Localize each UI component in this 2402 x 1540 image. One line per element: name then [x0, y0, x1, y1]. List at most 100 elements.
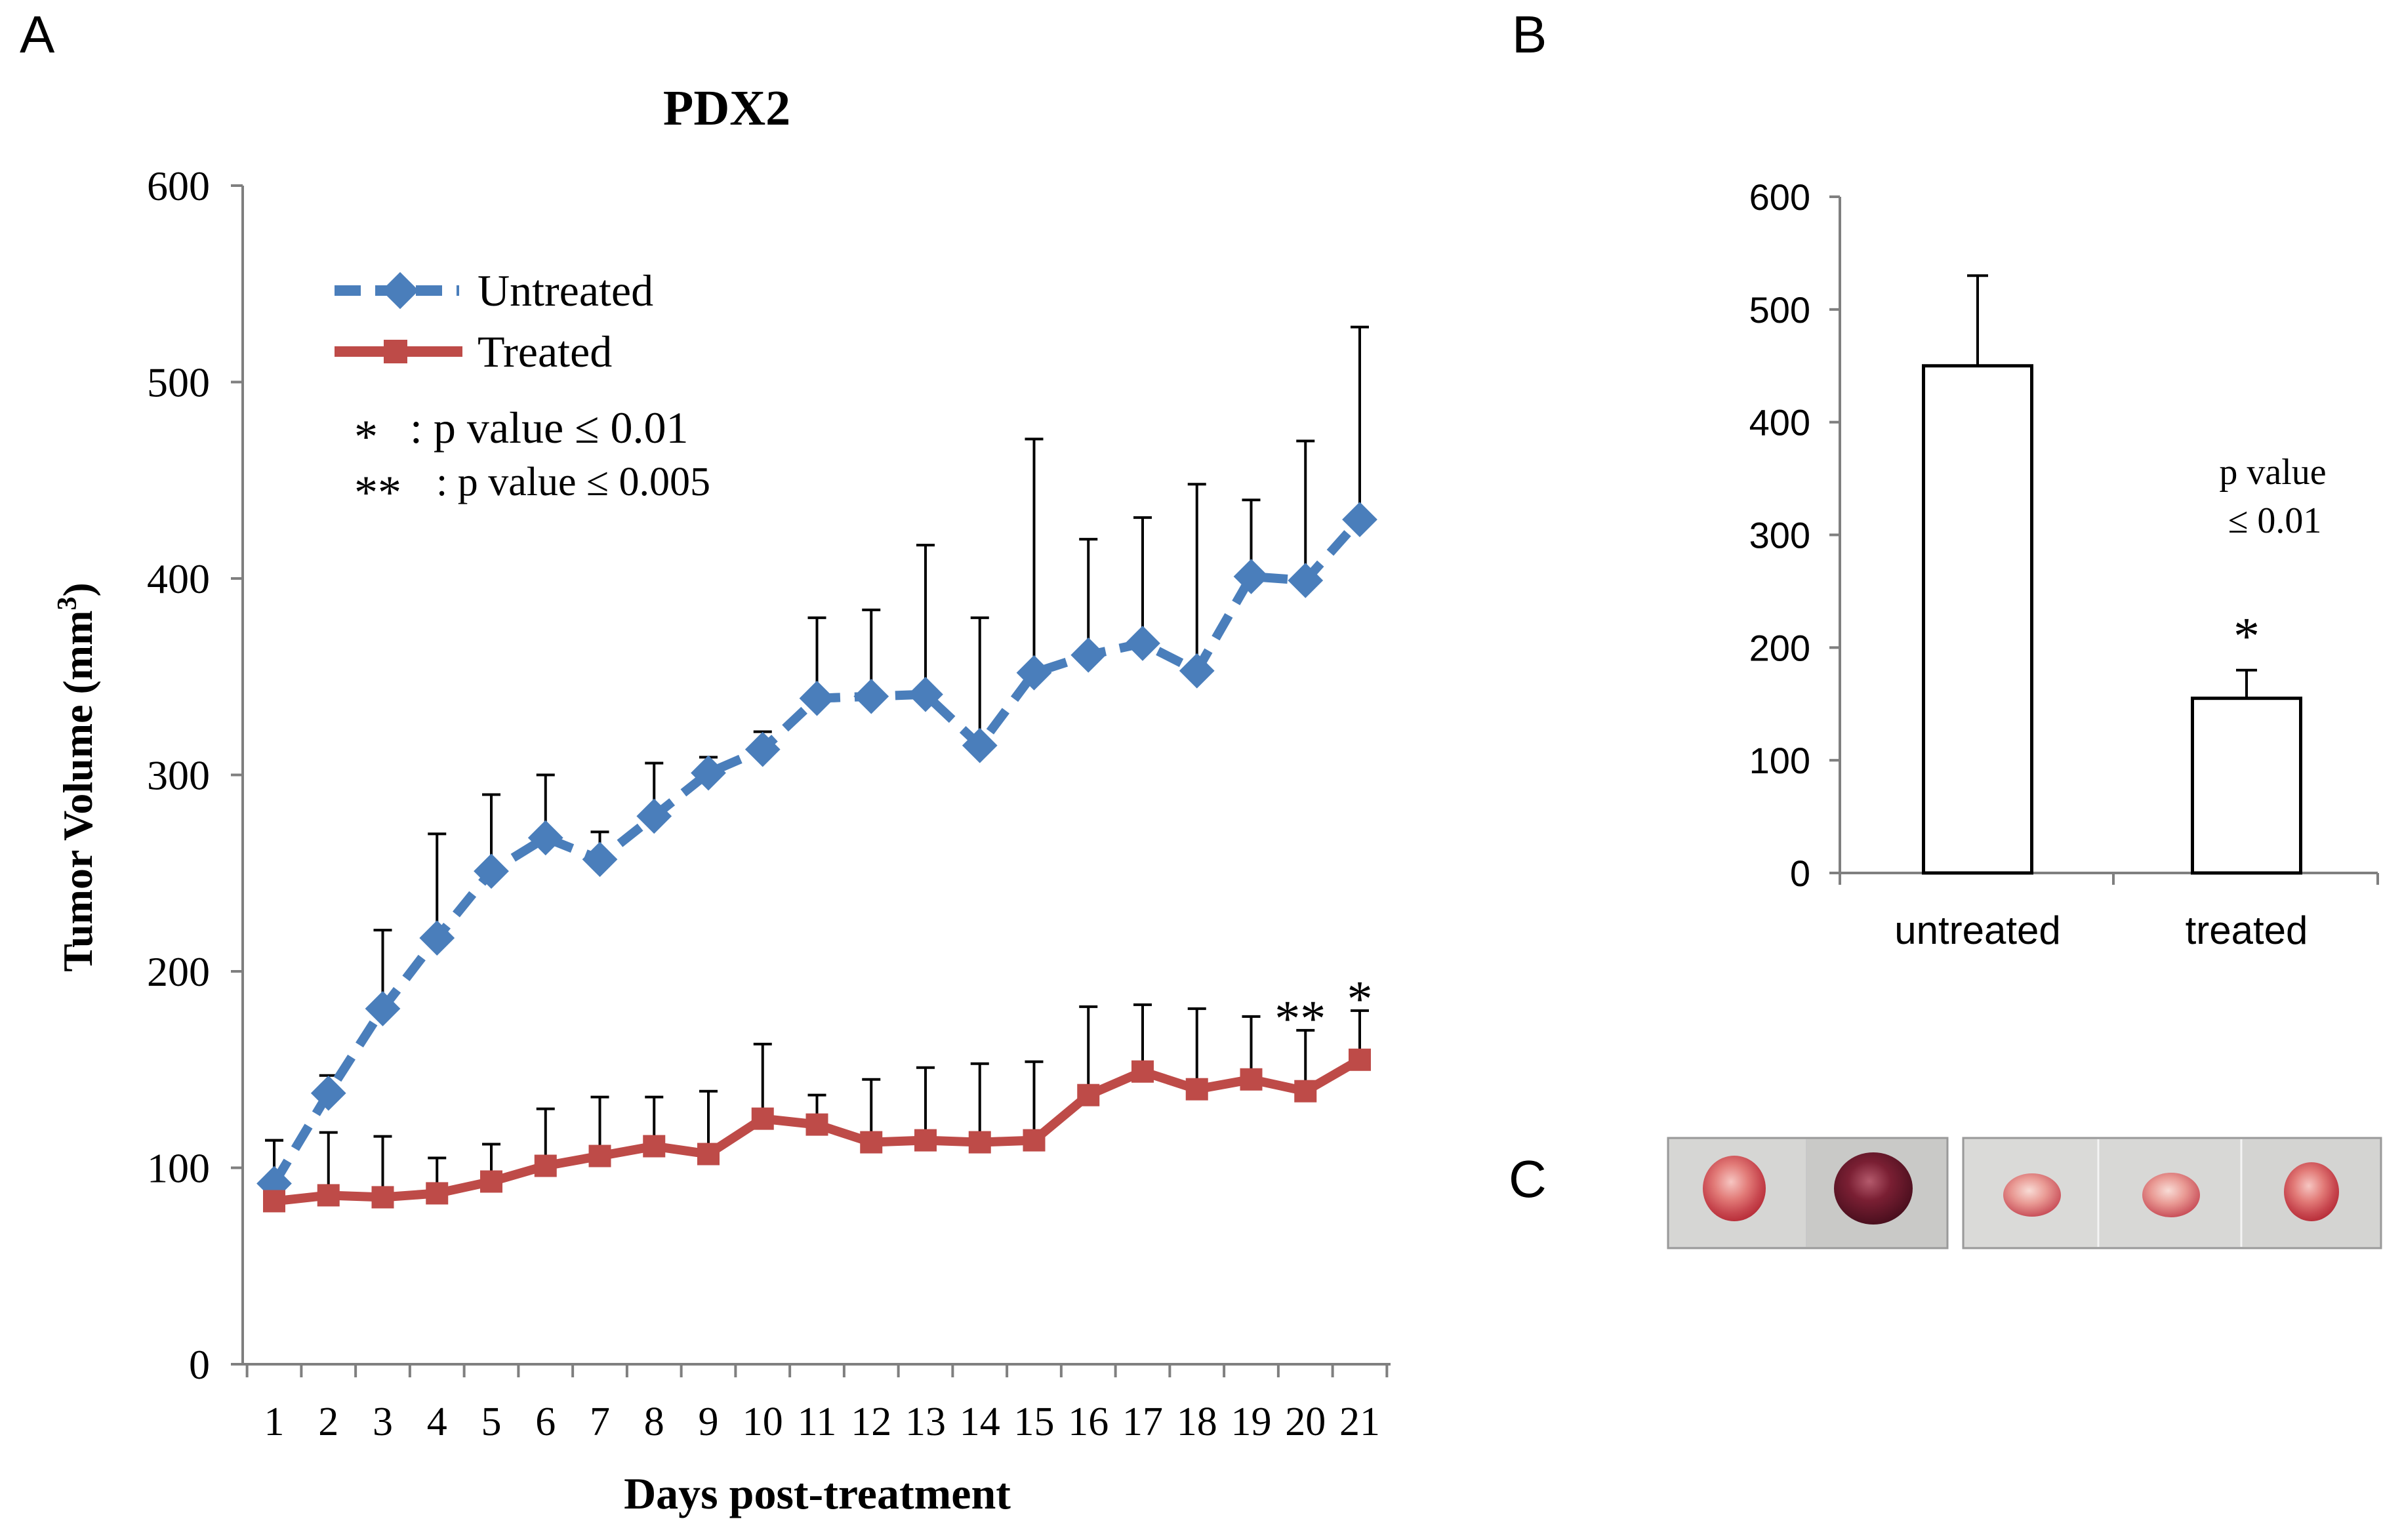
x-tick-label: 9 — [699, 1400, 719, 1444]
data-point-treated — [860, 1131, 883, 1154]
x-tick-label: 6 — [535, 1400, 556, 1444]
x-tick-label: 20 — [1285, 1400, 1326, 1444]
legend-untreated-label: Untreated — [478, 266, 653, 315]
data-point-untreated — [582, 841, 618, 878]
y-axis: 0 100 200 300 400 500 600 — [147, 163, 244, 1388]
data-point-treated — [1294, 1080, 1317, 1103]
x-tick-label: 3 — [373, 1400, 393, 1444]
x-tick-label: 12 — [851, 1400, 891, 1444]
data-point-untreated — [908, 676, 943, 712]
data-point-treated — [914, 1129, 937, 1152]
annotation-1-text: : p value ≤ 0.01 — [410, 403, 688, 453]
x-tick-label: 15 — [1014, 1400, 1055, 1444]
bar-annotation-line1: p value — [2219, 452, 2326, 493]
bar-y-tick-label: 300 — [1749, 515, 1810, 556]
y-tick-label: 100 — [147, 1145, 210, 1192]
x-tick-label: 1 — [264, 1400, 285, 1444]
data-point-treated — [426, 1182, 449, 1205]
data-point-untreated — [1125, 625, 1160, 661]
x-tick-label: 2 — [318, 1400, 338, 1444]
significance-mark: * — [1347, 970, 1373, 1027]
x-tick-label: 4 — [427, 1400, 447, 1444]
data-point-treated — [643, 1135, 666, 1158]
bar-significance-mark: * — [2233, 608, 2260, 666]
data-point-treated — [805, 1113, 828, 1136]
data-point-treated — [371, 1186, 394, 1209]
data-point-untreated — [799, 680, 835, 716]
y-axis-label-text: Tumor Volume (mm — [54, 611, 101, 972]
x-tick-label: 17 — [1122, 1400, 1163, 1444]
y-tick-label: 0 — [189, 1341, 210, 1388]
panel-c-label: C — [1509, 1150, 1547, 1208]
data-point-untreated — [474, 853, 509, 889]
y-tick-label: 500 — [147, 359, 210, 406]
significance-marks: ** * — [1274, 970, 1372, 1047]
bar-y-tick-label: 500 — [1749, 289, 1810, 331]
data-point-untreated — [962, 727, 998, 763]
data-point-treated — [968, 1131, 991, 1154]
bar-y-tick-label: 100 — [1749, 740, 1810, 781]
bar-y-tick-label: 200 — [1749, 627, 1810, 668]
x-axis: 1 2 3 4 5 6 7 8 9 10 11 12 13 14 15 16 17 18 19 20 21 — [243, 1363, 1391, 1444]
data-point-untreated — [1342, 502, 1377, 538]
data-point-treated — [751, 1107, 774, 1130]
data-point-treated — [1077, 1084, 1100, 1106]
data-point-treated — [1023, 1129, 1046, 1152]
x-tick-label: 5 — [481, 1400, 502, 1444]
tumor-image-5 — [2284, 1162, 2339, 1221]
y-tick-label: 200 — [147, 948, 210, 995]
photo-group-untreated — [1667, 1137, 1949, 1249]
line-chart: PDX2 Tumor Volume (mm3) Days post-treatm… — [52, 81, 1391, 1518]
bar-annotation-line2: ≤ 0.01 — [2228, 500, 2322, 541]
significance-mark: ** — [1274, 990, 1326, 1047]
x-tick-label: 8 — [644, 1400, 664, 1444]
data-point-treated — [317, 1184, 340, 1207]
y-tick-label: 400 — [147, 556, 210, 602]
tumor-image-4 — [2142, 1173, 2200, 1217]
data-point-treated — [1131, 1060, 1154, 1083]
x-tick-label: 16 — [1068, 1400, 1109, 1444]
bar-chart: 0 100 200 300 400 500 600 untreated treated * p … — [1749, 176, 2379, 952]
legend-treated-marker — [384, 340, 407, 363]
x-tick-label: 13 — [905, 1400, 946, 1444]
photo-group-treated — [1962, 1137, 2382, 1249]
bar-category-label: treated — [2186, 908, 2308, 952]
data-point-untreated — [419, 920, 455, 956]
x-tick-label: 14 — [960, 1400, 1000, 1444]
x-tick-label: 11 — [798, 1400, 837, 1444]
bars: untreated treated * — [1894, 274, 2308, 952]
data-point-treated — [534, 1154, 557, 1177]
data-point-treated — [588, 1145, 611, 1167]
data-point-treated — [1185, 1078, 1208, 1101]
tumor-image-3 — [2003, 1173, 2061, 1217]
x-tick-label: 19 — [1231, 1400, 1272, 1444]
bar-category-label: untreated — [1894, 908, 2061, 952]
error-bars — [265, 325, 1369, 1202]
y-tick-label: 600 — [147, 163, 210, 209]
data-point-untreated — [744, 731, 781, 767]
bar-y-tick-label: 0 — [1790, 853, 1810, 894]
data-point-treated — [1349, 1048, 1371, 1071]
data-point-treated — [480, 1170, 502, 1193]
data-point-treated — [1240, 1068, 1263, 1091]
y-axis-label-sup: 3 — [52, 597, 83, 611]
bar-treated — [2191, 697, 2302, 875]
legend-treated-label: Treated — [478, 327, 612, 376]
data-point-treated — [697, 1143, 720, 1165]
bar-untreated — [1922, 364, 2033, 875]
annotation-2-mark: ** — [354, 466, 401, 519]
data-point-untreated — [853, 678, 889, 714]
bar-y-tick-label: 400 — [1749, 402, 1810, 443]
annotation-1-mark: * — [354, 411, 378, 463]
tumor-image-2 — [1834, 1152, 1913, 1225]
y-axis-label: Tumor Volume (mm3) — [52, 582, 101, 972]
annotation-2-text: : p value ≤ 0.005 — [436, 460, 710, 504]
x-axis-label: Days post-treatment — [624, 1469, 1011, 1518]
bar-y-tick-label: 600 — [1749, 176, 1810, 218]
x-tick-label: 10 — [743, 1400, 783, 1444]
y-tick-label: 300 — [147, 752, 210, 799]
data-point-untreated — [1070, 637, 1107, 673]
x-tick-label: 7 — [590, 1400, 610, 1444]
panel-b-label: B — [1512, 5, 1547, 64]
x-tick-label: 21 — [1339, 1400, 1380, 1444]
